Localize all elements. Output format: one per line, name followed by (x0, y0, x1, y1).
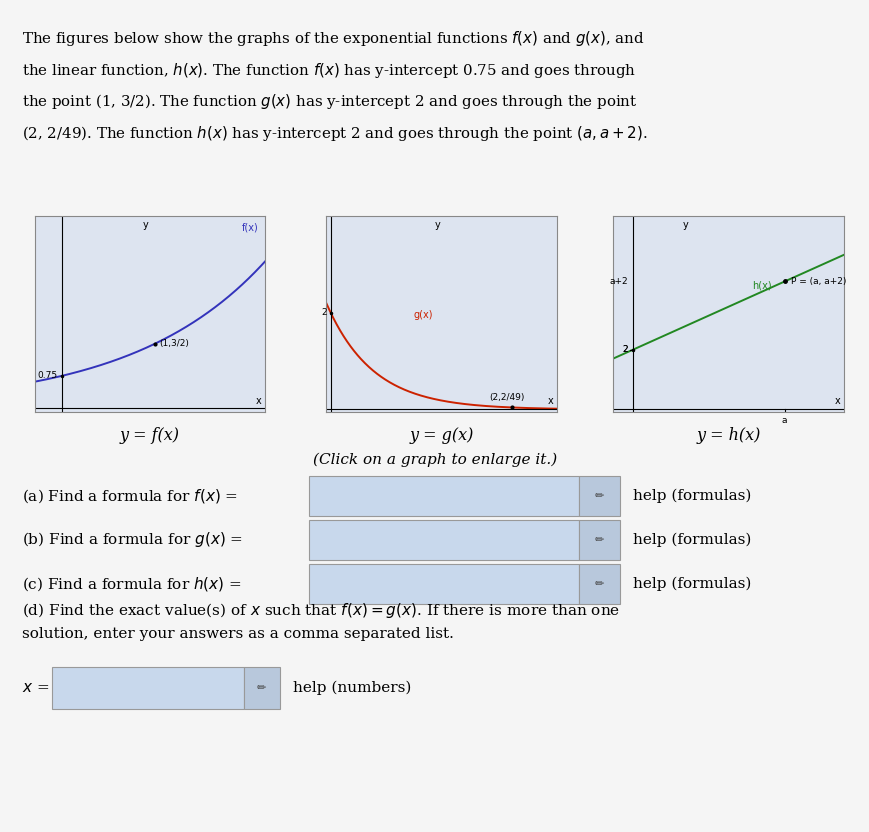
Text: (2, 2/49). The function $h(x)$ has y-intercept 2 and goes through the point $(a,: (2, 2/49). The function $h(x)$ has y-int… (22, 124, 647, 143)
Text: (b) Find a formula for $g(x)$ =: (b) Find a formula for $g(x)$ = (22, 531, 242, 549)
Text: (2,2/49): (2,2/49) (489, 393, 524, 402)
Text: x: x (255, 396, 262, 406)
Text: ✏: ✏ (594, 535, 603, 545)
Text: solution, enter your answers as a comma separated list.: solution, enter your answers as a comma … (22, 627, 453, 641)
Text: a: a (781, 416, 786, 425)
Text: h(x): h(x) (751, 280, 771, 290)
Text: a+2: a+2 (608, 277, 627, 286)
Text: help (formulas): help (formulas) (633, 532, 751, 547)
Text: the linear function, $h(x)$. The function $f(x)$ has y-intercept 0.75 and goes t: the linear function, $h(x)$. The functio… (22, 61, 635, 80)
Text: help (formulas): help (formulas) (633, 577, 751, 592)
Text: 2: 2 (621, 345, 627, 354)
Text: ✏: ✏ (257, 683, 266, 693)
Text: f(x): f(x) (242, 222, 258, 232)
Text: x: x (833, 396, 839, 406)
Text: y: y (434, 220, 440, 230)
Text: P = (a, a+2): P = (a, a+2) (790, 277, 846, 286)
Text: y = g(x): y = g(x) (409, 427, 473, 443)
Text: the point (1, 3/2). The function $g(x)$ has y-intercept 2 and goes through the p: the point (1, 3/2). The function $g(x)$ … (22, 92, 636, 111)
Text: (Click on a graph to enlarge it.): (Click on a graph to enlarge it.) (313, 453, 556, 467)
Text: 0.75: 0.75 (37, 371, 57, 380)
Text: (a) Find a formula for $f(x)$ =: (a) Find a formula for $f(x)$ = (22, 487, 237, 505)
Text: help (formulas): help (formulas) (633, 488, 751, 503)
Text: The figures below show the graphs of the exponential functions $f(x)$ and $g(x)$: The figures below show the graphs of the… (22, 29, 644, 48)
Text: y: y (143, 220, 149, 230)
Text: 2: 2 (322, 309, 327, 317)
Text: 2: 2 (621, 345, 627, 354)
Text: ✏: ✏ (594, 579, 603, 589)
Text: ✏: ✏ (594, 491, 603, 501)
Text: y = h(x): y = h(x) (696, 427, 760, 443)
Text: (c) Find a formula for $h(x)$ =: (c) Find a formula for $h(x)$ = (22, 575, 242, 593)
Text: (1,3/2): (1,3/2) (159, 339, 189, 349)
Text: (d) Find the exact value(s) of $x$ such that $f(x) = g(x)$. If there is more tha: (d) Find the exact value(s) of $x$ such … (22, 602, 620, 620)
Text: g(x): g(x) (414, 310, 433, 320)
Text: $x$ =: $x$ = (22, 681, 49, 695)
Text: x: x (547, 396, 553, 406)
Text: y = f(x): y = f(x) (120, 427, 180, 443)
Text: y: y (681, 220, 687, 230)
Text: help (numbers): help (numbers) (293, 681, 411, 696)
